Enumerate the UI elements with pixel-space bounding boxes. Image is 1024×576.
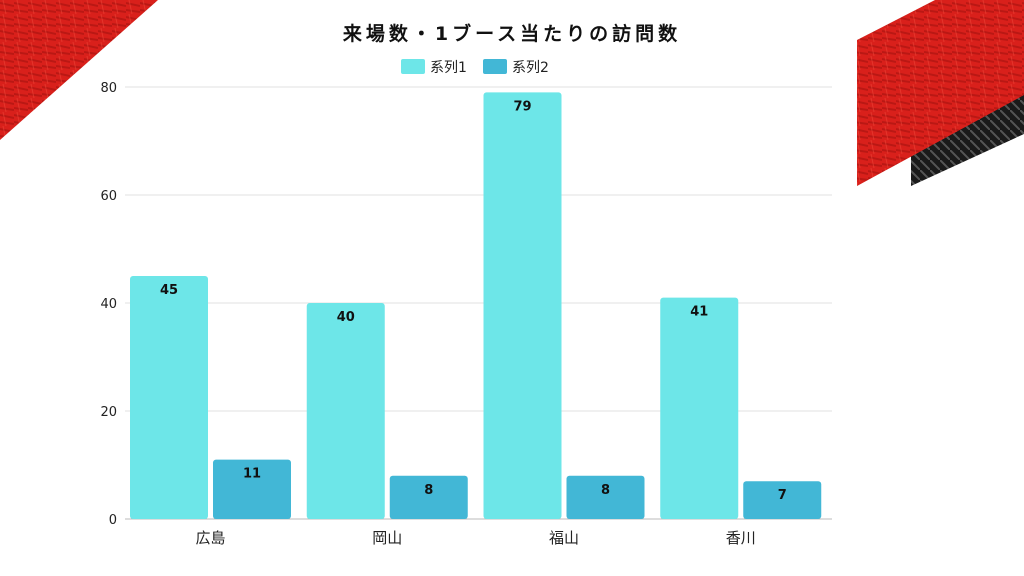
bar-series1 <box>660 297 739 519</box>
bar-series2 <box>389 475 468 519</box>
legend-swatch-series1 <box>401 59 425 74</box>
y-axis: 0 20 40 60 80 <box>100 81 117 528</box>
y-tick-label: 0 <box>109 513 117 528</box>
bars <box>130 92 822 520</box>
legend-label-series2: 系列2 <box>512 60 549 76</box>
data-label-series1: 79 <box>513 99 531 114</box>
data-label-series1: 40 <box>337 310 355 325</box>
data-label-series1: 41 <box>690 305 708 320</box>
data-label-series2: 11 <box>243 467 261 482</box>
bar-series2 <box>566 475 645 519</box>
legend-swatch-series2 <box>483 59 507 74</box>
data-label-series2: 7 <box>778 488 787 503</box>
data-label-series2: 8 <box>424 483 433 498</box>
bar-series1 <box>130 276 208 519</box>
bar-series2 <box>743 481 822 519</box>
legend-label-series1: 系列1 <box>430 60 467 76</box>
x-category-label: 広島 <box>195 529 225 547</box>
x-category-label: 岡山 <box>372 529 402 547</box>
y-tick-label: 20 <box>100 405 117 420</box>
y-tick-label: 80 <box>100 81 117 96</box>
legend: 系列1 系列2 <box>401 59 549 76</box>
x-category-label: 福山 <box>549 529 579 547</box>
bar-series1 <box>483 92 562 520</box>
data-label-series2: 8 <box>601 483 610 498</box>
data-labels: 45 11 40 8 79 8 41 7 <box>160 99 787 503</box>
bar-series1 <box>306 303 385 519</box>
data-label-series1: 45 <box>160 283 178 298</box>
chart-title: 来場数・1ブース当たりの訪問数 <box>343 22 681 45</box>
x-category-label: 香川 <box>726 529 756 547</box>
x-axis: 広島 岡山 福山 香川 <box>195 529 755 547</box>
corner-red-left <box>0 0 158 140</box>
y-tick-label: 40 <box>100 297 117 312</box>
corner-red-right <box>857 0 1024 186</box>
bar-series2 <box>213 459 291 519</box>
y-tick-label: 60 <box>100 189 117 204</box>
